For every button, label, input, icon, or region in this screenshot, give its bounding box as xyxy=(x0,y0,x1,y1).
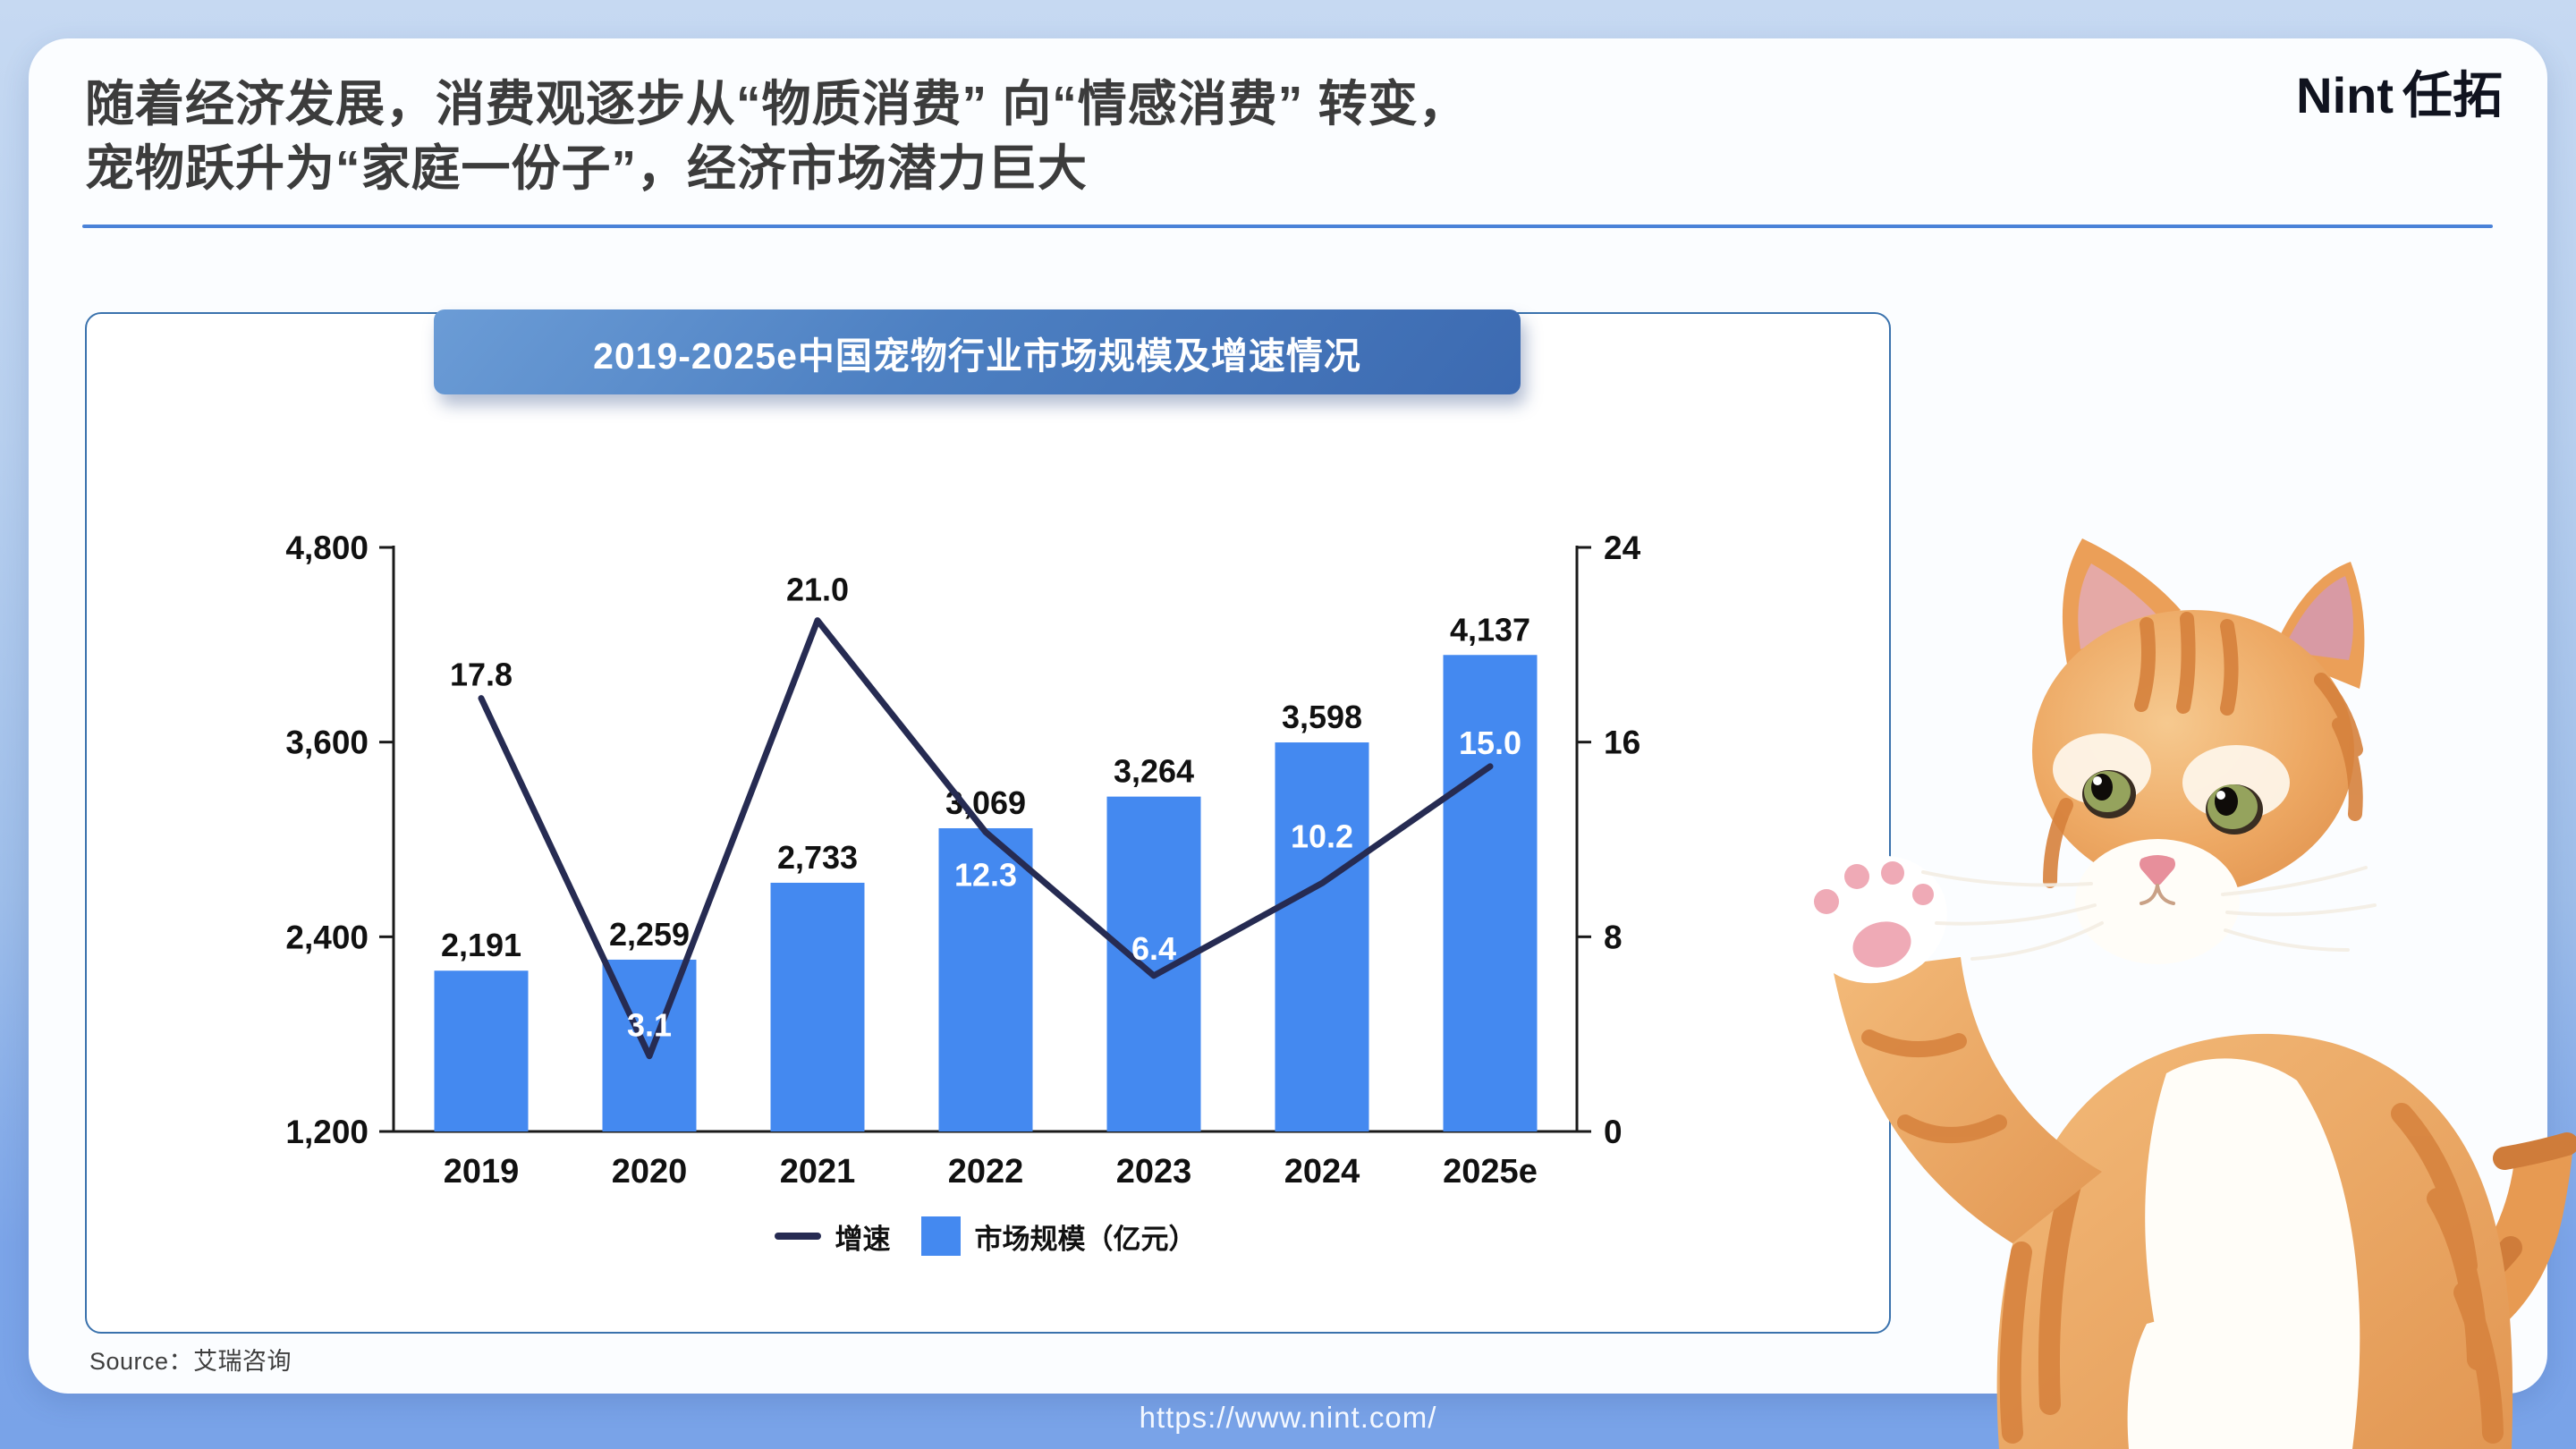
footer-url-link[interactable]: https://www.nint.com/ xyxy=(1139,1401,1437,1434)
cat-front-paw xyxy=(2127,1316,2283,1449)
bar-2023 xyxy=(1106,796,1201,1131)
source-note: Source：艾瑞咨询 xyxy=(89,1342,292,1377)
left-axis-tick-label: 4,800 xyxy=(285,530,369,566)
x-axis-category-label: 2021 xyxy=(780,1153,856,1191)
bar-value-label: 4,137 xyxy=(1450,611,1530,648)
x-axis-category-label: 2023 xyxy=(1116,1153,1192,1191)
bar-value-label: 2,191 xyxy=(441,927,521,963)
chart-title-banner: 2019-2025e中国宠物行业市场规模及增速情况 xyxy=(434,309,1521,394)
page-title-line2: 宠物跃升为“家庭一份子”，经济市场潜力巨大 xyxy=(85,140,1089,196)
title-divider xyxy=(82,225,2493,228)
growth-value-label: 3.1 xyxy=(627,1007,672,1044)
cat-head-stripes xyxy=(2043,612,2363,888)
logo-latin: Nint xyxy=(2296,67,2394,123)
cat-left-inner-ear xyxy=(2078,564,2157,649)
cat-left-eye xyxy=(2082,770,2136,818)
cat-head xyxy=(2032,610,2354,893)
cat-illustration xyxy=(1807,538,2576,1449)
bar-2022 xyxy=(938,827,1033,1131)
right-axis-tick-label: 8 xyxy=(1604,919,1623,955)
left-axis-tick-label: 3,600 xyxy=(285,724,369,761)
bar-2021 xyxy=(770,882,865,1131)
cat-muzzle xyxy=(2075,839,2240,964)
cat-tail-stripe xyxy=(2493,1132,2576,1170)
logo-chinese: 任拓 xyxy=(2402,67,2503,123)
x-axis-category-label: 2022 xyxy=(948,1153,1024,1191)
bar-value-label: 3,069 xyxy=(945,784,1026,821)
cat-leg-stripes xyxy=(1861,1030,2007,1143)
bar-value-label: 2,259 xyxy=(609,916,690,953)
source-label: Source： xyxy=(89,1348,194,1375)
legend-label-growth: 增速 xyxy=(835,1223,891,1255)
cat-body-stripes xyxy=(1999,1103,2504,1444)
bar-value-label: 3,598 xyxy=(1282,699,1362,735)
page-title-line1: 随着经济发展，消费观逐步从“物质消费” 向“情感消费” 转变， xyxy=(85,76,1469,131)
source-value: 艾瑞咨询 xyxy=(193,1348,292,1375)
legend-item-market-size: 市场规模（亿元） xyxy=(920,1216,1197,1257)
legend-label-market-size: 市场规模（亿元） xyxy=(974,1223,1197,1255)
bar-2024 xyxy=(1275,742,1369,1131)
line-series-swatch xyxy=(774,1233,821,1240)
x-axis-category-label: 2025e xyxy=(1443,1153,1538,1191)
nint-logo: Nint 任拓 xyxy=(2296,55,2503,128)
growth-value-label: 15.0 xyxy=(1459,724,1521,761)
chart-title: 2019-2025e中国宠物行业市场规模及增速情况 xyxy=(593,335,1361,377)
bar-2025e xyxy=(1443,655,1538,1131)
right-axis-tick-label: 0 xyxy=(1604,1114,1623,1150)
x-axis-category-label: 2019 xyxy=(444,1153,520,1191)
growth-value-label: 21.0 xyxy=(786,572,849,608)
left-axis-tick-label: 2,400 xyxy=(285,919,369,955)
cat-mouth xyxy=(2140,884,2175,905)
bar-2019 xyxy=(434,970,529,1131)
cat-nose xyxy=(2140,855,2175,886)
right-axis-tick-label: 24 xyxy=(1604,530,1641,566)
x-axis-category-label: 2020 xyxy=(612,1153,688,1191)
cat-right-eye xyxy=(2206,784,2263,835)
cat-whiskers xyxy=(1921,866,2377,961)
legend-item-growth: 增速 xyxy=(774,1216,891,1257)
cat-raised-leg xyxy=(1834,957,2102,1243)
page-title: 随着经济发展，消费观逐步从“物质消费” 向“情感消费” 转变， 宠物跃升为“家庭… xyxy=(85,72,2142,200)
growth-line xyxy=(478,617,1494,1060)
cat-right-inner-ear xyxy=(2283,576,2353,660)
bar-series-swatch xyxy=(920,1216,961,1256)
growth-value-label: 12.3 xyxy=(954,856,1017,893)
cat-paw-pads xyxy=(1814,861,1934,968)
growth-value-label: 6.4 xyxy=(1131,930,1176,967)
chart-legend: 增速 市场规模（亿元） xyxy=(394,1209,1577,1263)
growth-value-label: 17.8 xyxy=(450,657,513,693)
chart-panel xyxy=(85,312,1891,1334)
bar-value-label: 3,264 xyxy=(1114,753,1194,790)
bar-value-label: 2,733 xyxy=(777,839,858,876)
left-axis-tick-label: 1,200 xyxy=(285,1114,369,1150)
growth-value-label: 10.2 xyxy=(1291,818,1353,854)
x-axis-category-label: 2024 xyxy=(1284,1153,1360,1191)
right-axis-tick-label: 16 xyxy=(1604,724,1640,761)
cat-raised-paw xyxy=(1807,855,1947,984)
